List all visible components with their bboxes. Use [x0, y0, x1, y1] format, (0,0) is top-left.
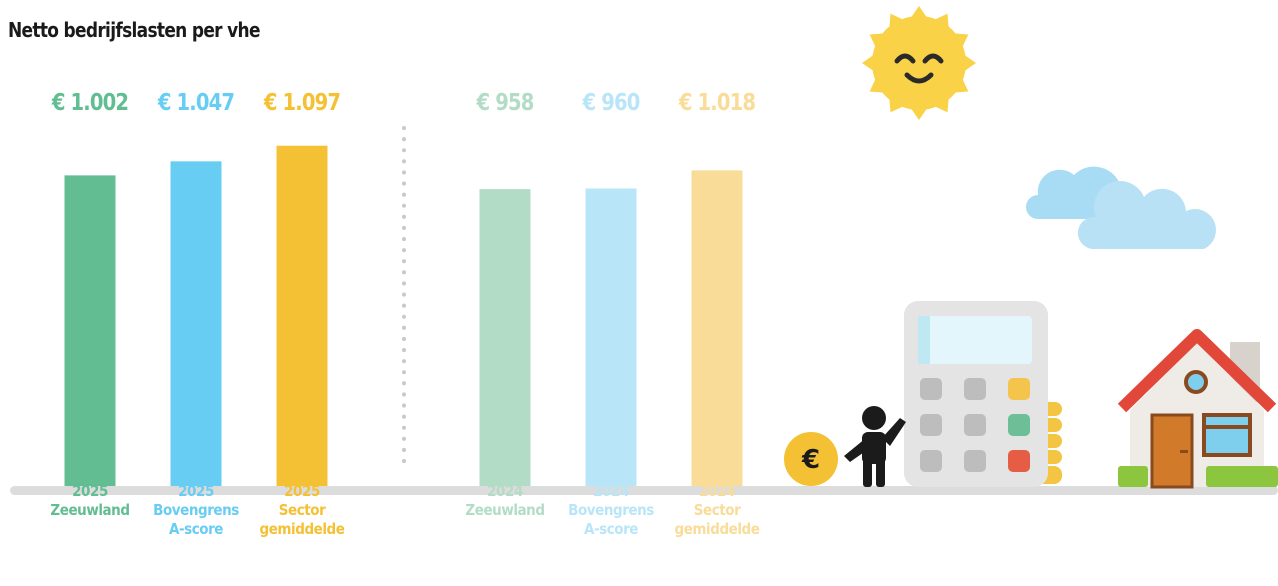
- category-name: Bovengrens A-score: [568, 501, 654, 539]
- value-label: € 1.018: [666, 90, 768, 116]
- series-year: 2024: [568, 482, 654, 501]
- bar: [480, 189, 531, 488]
- sun: [862, 6, 976, 120]
- coin-symbol: €: [801, 445, 820, 475]
- person: [844, 406, 906, 487]
- value-label: € 1.047: [145, 90, 247, 116]
- value-label: € 1.002: [39, 90, 141, 116]
- category-name: Sector gemiddelde: [674, 501, 760, 539]
- series-year: 2024: [462, 482, 548, 501]
- bar: [171, 161, 222, 488]
- category-name: Zeeuwland: [462, 501, 548, 520]
- category-name: Sector gemiddelde: [259, 501, 345, 539]
- value-label: € 960: [560, 90, 662, 116]
- house: [1118, 335, 1278, 487]
- clouds: [1026, 167, 1216, 249]
- value-label: € 1.097: [251, 90, 353, 116]
- series-year: 2024: [674, 482, 760, 501]
- category-name: Bovengrens A-score: [153, 501, 239, 539]
- bar: [65, 175, 116, 488]
- category-name: Zeeuwland: [47, 501, 133, 520]
- bar: [586, 188, 637, 488]
- series-year: 2025: [47, 482, 133, 501]
- page: Netto bedrijfslasten per vhe: [0, 0, 1278, 586]
- bar: [277, 146, 328, 488]
- value-label: € 958: [454, 90, 556, 116]
- series-year: 2025: [259, 482, 345, 501]
- series-year: 2025: [153, 482, 239, 501]
- calculator: [904, 301, 1048, 487]
- coin: €: [784, 432, 838, 486]
- bar: [692, 170, 743, 488]
